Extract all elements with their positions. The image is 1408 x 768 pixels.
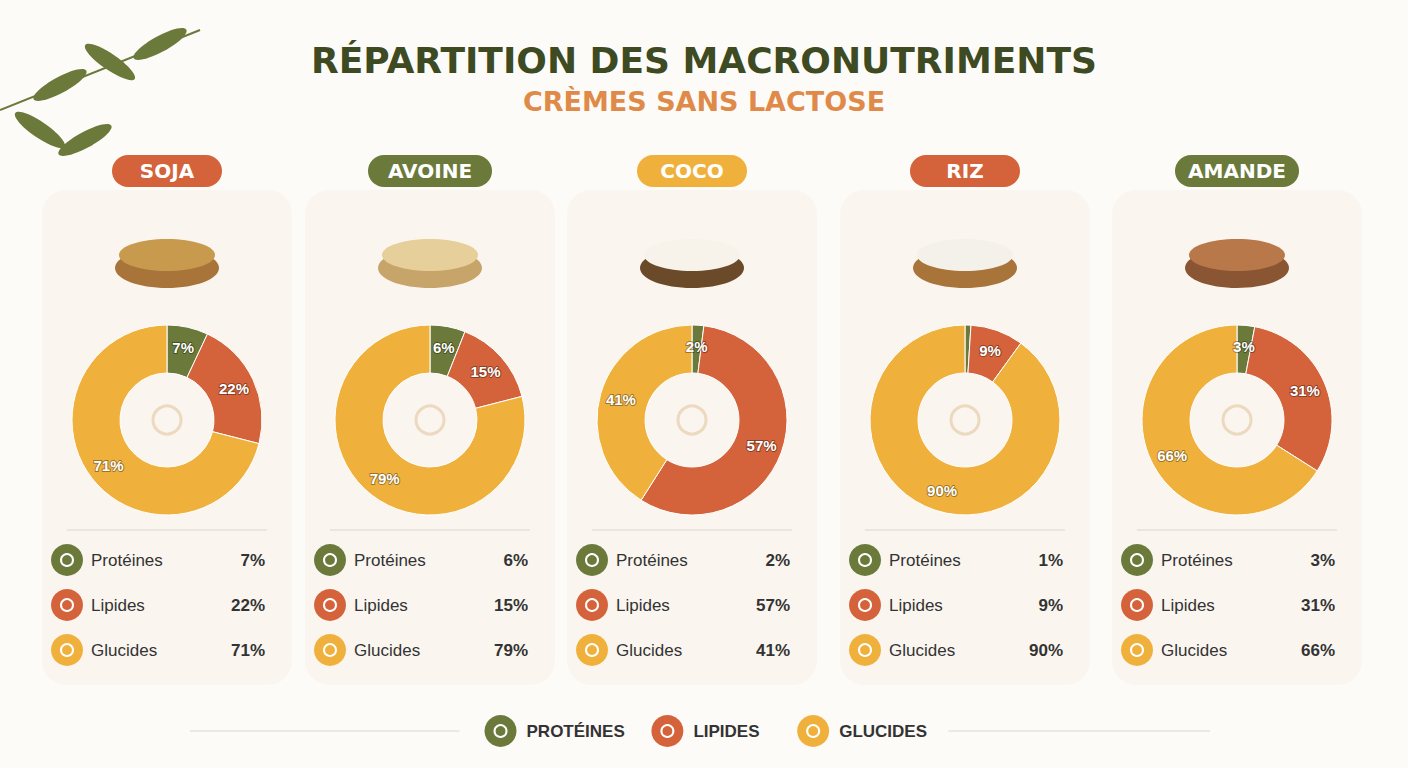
svg-text:66%: 66% bbox=[1157, 447, 1187, 464]
svg-text:Lipides: Lipides bbox=[1161, 596, 1215, 615]
svg-text:GLUCIDES: GLUCIDES bbox=[839, 722, 927, 741]
svg-text:41%: 41% bbox=[756, 641, 790, 660]
svg-text:79%: 79% bbox=[494, 641, 528, 660]
svg-text:66%: 66% bbox=[1301, 641, 1335, 660]
svg-text:2%: 2% bbox=[765, 551, 790, 570]
svg-text:PROTÉINES: PROTÉINES bbox=[527, 722, 625, 741]
svg-text:Lipides: Lipides bbox=[616, 596, 670, 615]
svg-text:AVOINE: AVOINE bbox=[388, 159, 472, 183]
svg-text:Protéines: Protéines bbox=[1161, 551, 1233, 570]
svg-text:79%: 79% bbox=[370, 470, 400, 487]
svg-text:Glucides: Glucides bbox=[616, 641, 682, 660]
svg-text:Protéines: Protéines bbox=[91, 551, 163, 570]
svg-text:Glucides: Glucides bbox=[1161, 641, 1227, 660]
svg-text:Glucides: Glucides bbox=[889, 641, 955, 660]
svg-text:6%: 6% bbox=[433, 339, 455, 356]
svg-text:31%: 31% bbox=[1290, 382, 1320, 399]
svg-text:15%: 15% bbox=[470, 363, 500, 380]
svg-text:Glucides: Glucides bbox=[91, 641, 157, 660]
svg-text:SOJA: SOJA bbox=[140, 159, 195, 183]
svg-text:RÉPARTITION DES MACRONUTRIMENT: RÉPARTITION DES MACRONUTRIMENTS bbox=[311, 40, 1097, 81]
svg-text:31%: 31% bbox=[1301, 596, 1335, 615]
svg-text:90%: 90% bbox=[927, 482, 957, 499]
svg-text:COCO: COCO bbox=[660, 159, 723, 183]
svg-text:57%: 57% bbox=[756, 596, 790, 615]
svg-text:90%: 90% bbox=[1029, 641, 1063, 660]
svg-text:7%: 7% bbox=[172, 339, 194, 356]
svg-text:Lipides: Lipides bbox=[354, 596, 408, 615]
svg-text:RIZ: RIZ bbox=[946, 159, 983, 183]
svg-text:LIPIDES: LIPIDES bbox=[693, 722, 759, 741]
svg-text:41%: 41% bbox=[606, 391, 636, 408]
svg-text:7%: 7% bbox=[240, 551, 265, 570]
svg-text:CRÈMES SANS LACTOSE: CRÈMES SANS LACTOSE bbox=[523, 86, 885, 117]
svg-text:1%: 1% bbox=[1038, 551, 1063, 570]
svg-text:AMANDE: AMANDE bbox=[1188, 159, 1286, 183]
svg-text:22%: 22% bbox=[219, 380, 249, 397]
svg-text:Protéines: Protéines bbox=[616, 551, 688, 570]
svg-text:2%: 2% bbox=[686, 338, 708, 355]
svg-text:15%: 15% bbox=[494, 596, 528, 615]
svg-text:Protéines: Protéines bbox=[889, 551, 961, 570]
svg-text:6%: 6% bbox=[503, 551, 528, 570]
svg-text:Glucides: Glucides bbox=[354, 641, 420, 660]
svg-text:57%: 57% bbox=[747, 437, 777, 454]
svg-text:71%: 71% bbox=[94, 457, 124, 474]
svg-text:22%: 22% bbox=[231, 596, 265, 615]
svg-text:3%: 3% bbox=[1233, 338, 1255, 355]
svg-text:Protéines: Protéines bbox=[354, 551, 426, 570]
svg-text:71%: 71% bbox=[231, 641, 265, 660]
svg-text:9%: 9% bbox=[979, 342, 1001, 359]
svg-text:9%: 9% bbox=[1038, 596, 1063, 615]
svg-text:Lipides: Lipides bbox=[91, 596, 145, 615]
svg-text:3%: 3% bbox=[1310, 551, 1335, 570]
svg-text:Lipides: Lipides bbox=[889, 596, 943, 615]
